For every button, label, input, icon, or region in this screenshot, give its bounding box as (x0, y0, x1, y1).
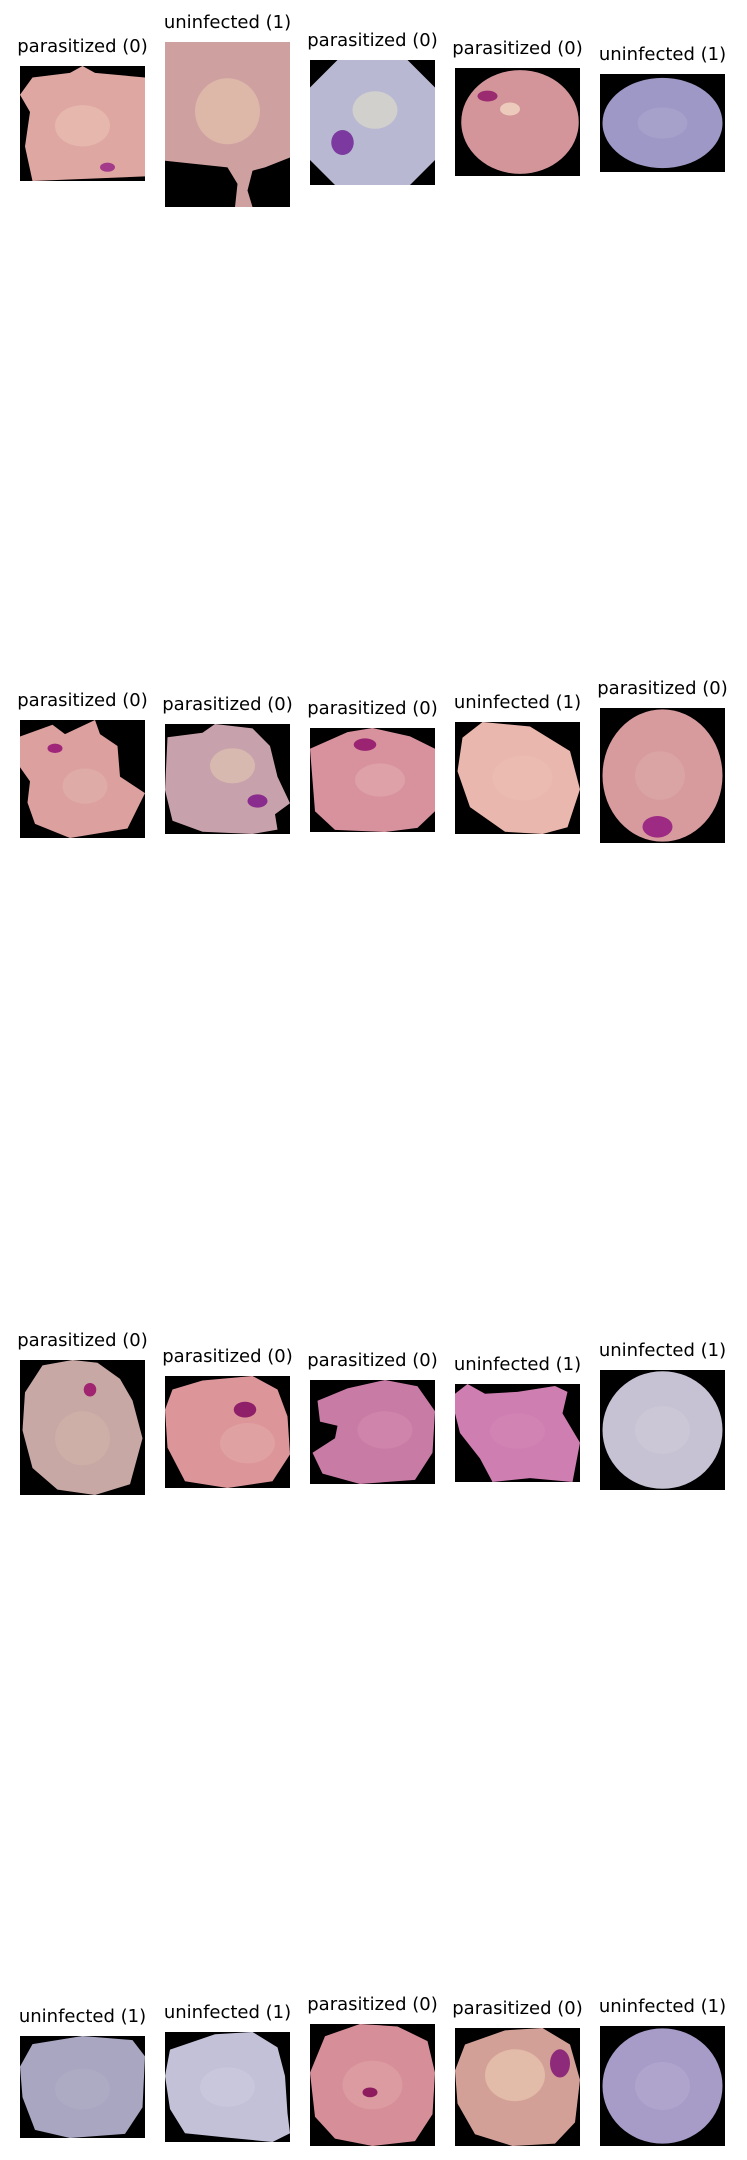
cell-image (455, 1384, 580, 1482)
image-tile: parasitized (0) (300, 1348, 445, 1488)
image-tile: uninfected (1) (590, 42, 735, 177)
cell-image (165, 2032, 290, 2142)
image-tile: parasitized (0) (10, 688, 155, 838)
image-tile: parasitized (0) (155, 692, 300, 837)
cell-image (600, 1370, 725, 1490)
image-tile: uninfected (1) (155, 10, 300, 210)
tile-label: parasitized (0) (307, 1994, 438, 2015)
tile-label: parasitized (0) (162, 1346, 293, 1367)
cell-image (20, 2036, 145, 2138)
cell-image (455, 722, 580, 834)
tile-label: parasitized (0) (17, 36, 148, 57)
cell-image (310, 2024, 435, 2146)
tile-label: parasitized (0) (17, 1330, 148, 1351)
tile-label: parasitized (0) (452, 38, 583, 59)
cell-image (455, 68, 580, 176)
tile-label: parasitized (0) (452, 1998, 583, 2019)
image-tile: parasitized (0) (445, 36, 590, 186)
image-tile: uninfected (1) (590, 1994, 735, 2149)
image-tile: parasitized (0) (590, 676, 735, 846)
image-tile: uninfected (1) (155, 2000, 300, 2145)
cell-image (20, 720, 145, 838)
image-tile: parasitized (0) (300, 28, 445, 188)
image-tile: uninfected (1) (590, 1338, 735, 1493)
tile-label: uninfected (1) (598, 1996, 727, 2017)
cell-image (455, 2028, 580, 2146)
tile-label: uninfected (1) (163, 2002, 292, 2023)
cell-image (310, 1380, 435, 1484)
tile-label: uninfected (1) (163, 12, 292, 33)
tile-label: parasitized (0) (307, 30, 438, 51)
image-tile: parasitized (0) (300, 1992, 445, 2147)
cell-image (600, 708, 725, 843)
image-tile: parasitized (0) (445, 1996, 590, 2146)
tile-label: uninfected (1) (18, 2006, 147, 2027)
image-tile: uninfected (1) (445, 1352, 590, 1487)
cell-image (165, 724, 290, 834)
tile-label: uninfected (1) (453, 692, 582, 713)
image-tile: parasitized (0) (10, 34, 155, 184)
tile-label: uninfected (1) (453, 1354, 582, 1375)
tile-label: parasitized (0) (162, 694, 293, 715)
image-tile: parasitized (0) (300, 696, 445, 836)
tile-label: parasitized (0) (307, 698, 438, 719)
image-tile: uninfected (1) (445, 690, 590, 840)
cell-image (20, 1360, 145, 1495)
tile-label: uninfected (1) (598, 44, 727, 65)
image-tile: parasitized (0) (155, 1344, 300, 1489)
image-tile: uninfected (1) (10, 2004, 155, 2144)
cell-image (165, 1376, 290, 1488)
cell-image (600, 74, 725, 172)
cell-image (310, 60, 435, 185)
tile-label: uninfected (1) (598, 1340, 727, 1361)
cell-image (165, 42, 290, 207)
cell-image (310, 728, 435, 832)
cell-image (20, 66, 145, 181)
image-tile: parasitized (0) (10, 1328, 155, 1498)
cell-image (600, 2026, 725, 2146)
tile-label: parasitized (0) (17, 690, 148, 711)
tile-label: parasitized (0) (307, 1350, 438, 1371)
tile-label: parasitized (0) (597, 678, 728, 699)
